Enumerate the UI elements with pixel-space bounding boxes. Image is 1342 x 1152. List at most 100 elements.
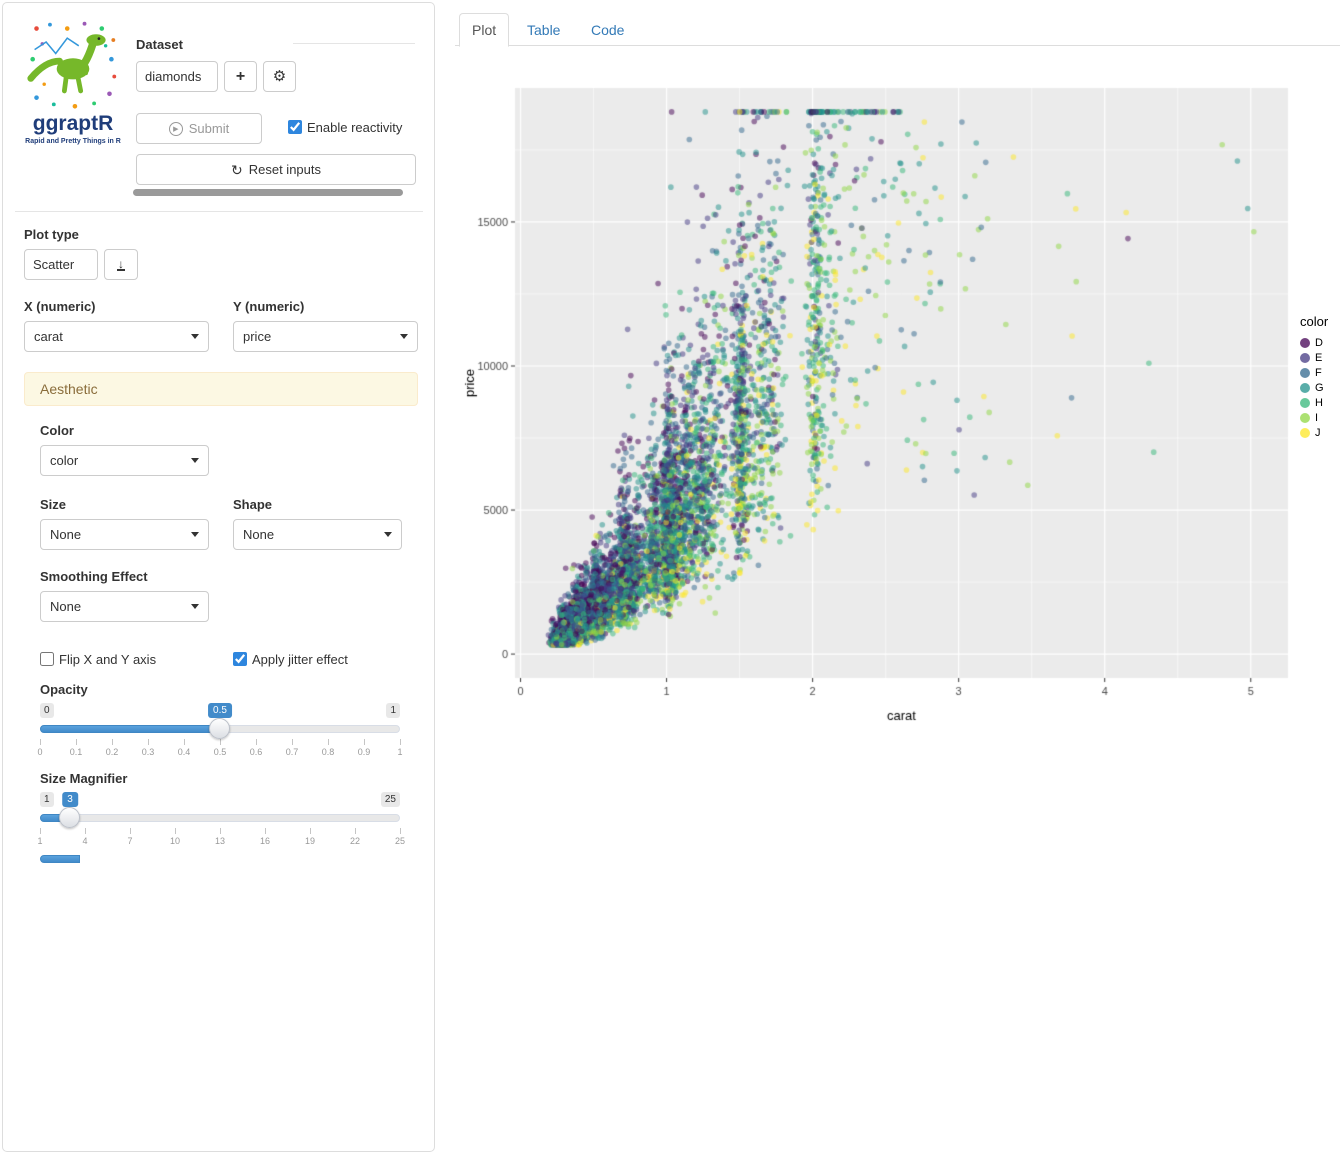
dataset-settings-button[interactable]: ⚙ (263, 61, 296, 92)
legend-key-dot (1300, 412, 1310, 423)
slider-tick-label: 7 (127, 836, 133, 846)
slider-handle[interactable] (209, 718, 230, 739)
slider-tick (364, 739, 365, 745)
size-select[interactable]: None (40, 519, 209, 550)
slider-handle[interactable] (58, 807, 80, 828)
slider-tick (148, 739, 149, 745)
slider-tick-label: 0.5 (213, 747, 227, 757)
sidebar-panel: ggraptR Rapid and Pretty Things in R Dat… (2, 2, 435, 1152)
legend-key-label: E (1315, 351, 1323, 364)
submit-button[interactable]: ▶ Submit (136, 113, 262, 144)
legend-item: H (1300, 395, 1328, 410)
shape-select[interactable]: None (233, 519, 402, 550)
scatter-plot-canvas (458, 60, 1340, 740)
slider-tick (220, 739, 221, 745)
dataset-label: Dataset (136, 37, 183, 52)
slider-tick (400, 828, 401, 834)
download-plot-button[interactable]: ↓ (104, 249, 138, 280)
slider-tick (400, 739, 401, 745)
slider-grid: 1 4 7 10 13 16 19 22 25 (37, 828, 405, 852)
slider-tick-label: 4 (82, 836, 88, 846)
legend-key-dot (1300, 367, 1310, 378)
smoothing-value: None (50, 599, 82, 614)
legend-key-dot (1300, 427, 1310, 438)
slider-tick-label: 0.1 (69, 747, 83, 757)
legend-title: color (1300, 314, 1329, 329)
slider-tick-label: 0.7 (285, 747, 299, 757)
legend-key-dot (1300, 382, 1310, 393)
legend-item: E (1300, 350, 1328, 365)
slider-value-label: 0.5 (208, 703, 232, 718)
download-icon: ↓ (117, 256, 125, 271)
slider-tick (328, 739, 329, 745)
reset-inputs-button[interactable]: ↻ Reset inputs (136, 154, 416, 185)
tab-plot-label: Plot (472, 22, 497, 38)
slider-tick-label: 19 (304, 836, 316, 846)
slider-tick (220, 828, 221, 834)
section-divider (15, 211, 423, 212)
opacity-slider[interactable]: 0 1 0.5 0 0.1 0.2 0.3 0.4 0.5 0.6 0.7 0.8 0.9 1 (37, 703, 403, 765)
chevron-down-icon (400, 334, 408, 339)
legend-item: G (1300, 380, 1328, 395)
slider-tick (175, 828, 176, 834)
shape-label: Shape (233, 497, 273, 512)
play-icon: ▶ (168, 121, 183, 136)
aesthetic-panel-header[interactable]: Aesthetic (24, 372, 418, 406)
plot-type-label: Plot type (24, 227, 79, 242)
slider-tick-label: 0.9 (357, 747, 371, 757)
dataset-input[interactable] (136, 61, 218, 92)
slider-tick (292, 739, 293, 745)
tab-table-label: Table (527, 21, 561, 38)
x-axis-value: carat (34, 329, 63, 344)
aesthetic-title: Aesthetic (40, 381, 98, 397)
slider-tick (76, 739, 77, 745)
slider-max-label: 25 (380, 792, 400, 807)
ggraptr-logo-image (27, 21, 117, 109)
slider-tick (355, 828, 356, 834)
chevron-down-icon (191, 458, 199, 463)
slider-tick-label: 0.6 (249, 747, 263, 757)
slider-tick (310, 828, 311, 834)
legend-item: F (1300, 365, 1328, 380)
enable-reactivity-checkbox[interactable] (288, 120, 302, 134)
tab-code[interactable]: Code (579, 13, 636, 46)
slider-tick-label: 10 (169, 836, 181, 846)
color-select[interactable]: color (40, 445, 209, 476)
smoothing-select[interactable]: None (40, 591, 209, 622)
top-divider (293, 43, 415, 44)
slider-min-label: 0 (40, 703, 54, 718)
slider-tick-label: 13 (214, 836, 226, 846)
tab-plot[interactable]: Plot (459, 13, 510, 47)
slider-tick (40, 739, 41, 745)
x-axis-label: X (numeric) (24, 299, 96, 314)
slider-grid: 0 0.1 0.2 0.3 0.4 0.5 0.6 0.7 0.8 0.9 1 (37, 739, 403, 763)
slider-tick-label: 1 (37, 836, 43, 846)
x-axis-select[interactable]: carat (24, 321, 209, 352)
reset-inputs-label: Reset inputs (248, 162, 321, 177)
slider-tick (112, 739, 113, 745)
legend-key-dot (1300, 352, 1310, 363)
slider-tick-label: 0 (37, 747, 43, 757)
chevron-down-icon (191, 334, 199, 339)
app-title: ggraptR (32, 112, 114, 135)
add-dataset-button[interactable]: + (224, 61, 257, 92)
slider-min-label: 1 (40, 792, 54, 807)
slider-tick (184, 739, 185, 745)
legend-key-dot (1300, 337, 1310, 348)
plot-type-input[interactable] (24, 249, 98, 280)
slider-tick-label: 22 (349, 836, 361, 846)
flip-axes-checkbox[interactable] (40, 652, 54, 666)
horizontal-scrollbar[interactable] (133, 189, 403, 196)
slider-tick-label: 0.3 (141, 747, 155, 757)
legend-key-label: F (1315, 366, 1322, 379)
legend-item: I (1300, 410, 1328, 425)
jitter-checkbox[interactable] (233, 652, 247, 666)
y-axis-select[interactable]: price (233, 321, 418, 352)
slider-tick (265, 828, 266, 834)
tab-table[interactable]: Table (515, 13, 572, 46)
slider-track[interactable] (40, 814, 400, 822)
size-value: None (50, 527, 82, 542)
size-magnifier-slider[interactable]: 1 25 3 1 4 7 10 13 16 19 22 25 (37, 792, 405, 854)
